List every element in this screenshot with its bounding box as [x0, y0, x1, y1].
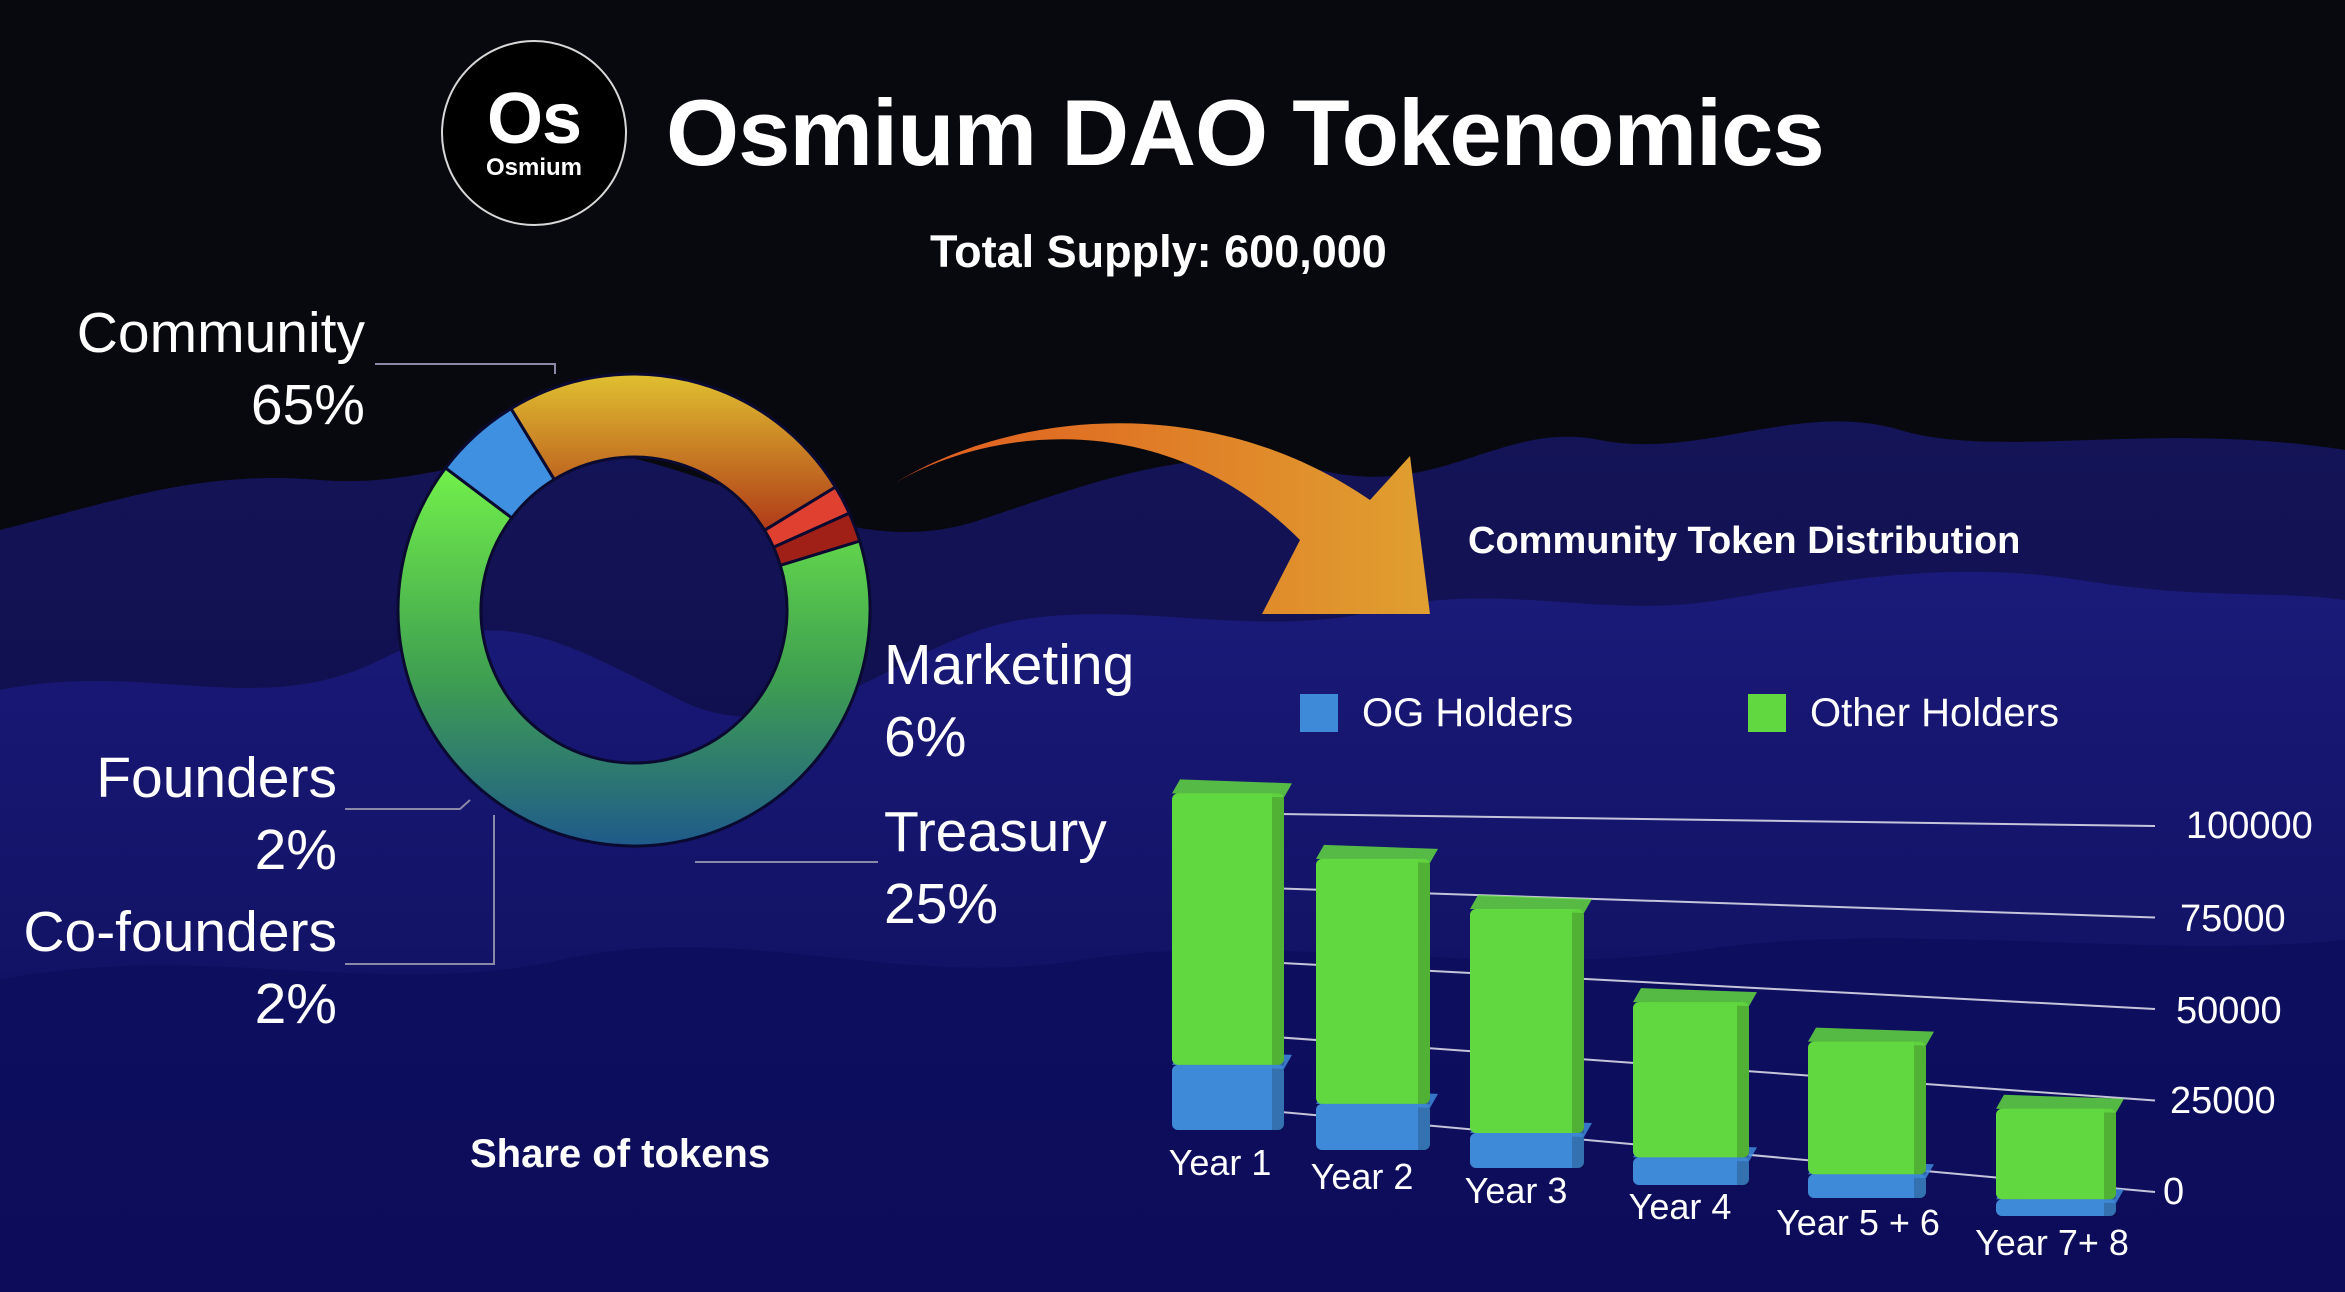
x-label-year-5-6: Year 5 + 6 — [1776, 1202, 1940, 1243]
bar-side-og-3 — [1737, 1157, 1749, 1185]
bar-other-4 — [1808, 1041, 1926, 1175]
page-title: Osmium DAO Tokenomics — [666, 80, 1825, 185]
donut-caption: Share of tokens — [470, 1132, 771, 1176]
leader-line-founders — [345, 799, 471, 810]
bar-top-other-2 — [1470, 895, 1592, 913]
legend-og-holders: OG Holders — [1300, 688, 1573, 738]
treasury-name: Treasury — [884, 800, 1107, 864]
y-tick-50000: 50000 — [2176, 990, 2282, 1032]
bar-side-other-0 — [1272, 793, 1284, 1065]
bar-other-1 — [1316, 858, 1430, 1104]
x-label-year-4: Year 4 — [1628, 1186, 1732, 1227]
bar-top-other-3 — [1633, 988, 1757, 1007]
y-tick-25000: 25000 — [2170, 1080, 2276, 1122]
bar-top-other-1 — [1316, 844, 1438, 863]
founders-value: 2% — [254, 818, 337, 882]
cofounders-label: Co-founders 2% — [23, 896, 337, 1040]
bar-other-2 — [1470, 909, 1584, 1133]
donut-slice-community — [396, 465, 872, 848]
osmium-logo: Os Osmium — [441, 40, 627, 226]
community-value: 65% — [250, 373, 365, 437]
bar-top-other-4 — [1808, 1027, 1934, 1046]
bar-side-og-2 — [1572, 1133, 1584, 1168]
marketing-name: Marketing — [884, 633, 1135, 697]
x-label-year-3: Year 3 — [1464, 1170, 1568, 1211]
logo-mark: Os — [486, 79, 582, 159]
treasury-label: Treasury 25% — [884, 796, 1107, 940]
bar-side-other-4 — [1914, 1041, 1926, 1175]
gridline-100000 — [1204, 812, 2156, 827]
y-tick-75000: 75000 — [2180, 898, 2286, 940]
bar-side-other-2 — [1572, 909, 1584, 1133]
bar-other-3 — [1633, 1002, 1749, 1158]
bar-og-4 — [1808, 1174, 1926, 1198]
founders-name: Founders — [96, 746, 337, 810]
marketing-value: 6% — [884, 705, 967, 769]
bar-side-og-0 — [1272, 1064, 1284, 1130]
founders-label: Founders 2% — [96, 742, 337, 886]
marketing-label: Marketing 6% — [884, 629, 1134, 773]
total-supply: Total Supply: 600,000 — [930, 226, 1387, 277]
legend-swatch-other — [1748, 694, 1786, 732]
x-label-year-1: Year 1 — [1168, 1142, 1272, 1183]
legend-other-holders: Other Holders — [1748, 688, 2059, 738]
leader-line-cofounders — [345, 815, 495, 965]
bar-other-0 — [1172, 793, 1284, 1065]
leader-line-community — [375, 363, 556, 374]
bar-top-other-0 — [1172, 779, 1292, 798]
bar-side-og-1 — [1418, 1103, 1430, 1150]
bar-og-1 — [1316, 1103, 1430, 1150]
donut-slice-founders — [771, 511, 862, 568]
y-tick-100000: 100000 — [2186, 805, 2313, 847]
bar-side-other-5 — [2104, 1108, 2116, 1200]
cofounders-name: Co-founders — [23, 900, 337, 964]
bar-side-other-3 — [1737, 1002, 1749, 1158]
x-label-year-7-8: Year 7+ 8 — [1975, 1222, 2129, 1263]
bar-side-other-1 — [1418, 858, 1430, 1104]
community-name: Community — [76, 301, 365, 365]
bar-chart-title: Community Token Distribution — [1468, 520, 2021, 562]
bar-top-other-5 — [1996, 1094, 2124, 1113]
cofounders-value: 2% — [254, 972, 337, 1036]
bar-og-5 — [1996, 1199, 2116, 1216]
donut-slice-treasury — [508, 372, 838, 533]
legend-label-other: Other Holders — [1810, 690, 2059, 735]
legend-label-og: OG Holders — [1362, 690, 1574, 735]
bar-other-5 — [1996, 1108, 2116, 1200]
treasury-value: 25% — [884, 872, 999, 936]
arrow-icon — [890, 423, 1430, 614]
legend-swatch-og — [1300, 694, 1338, 732]
logo-word: Osmium — [485, 154, 583, 181]
x-label-year-2: Year 2 — [1310, 1156, 1414, 1197]
community-label: Community 65% — [77, 297, 365, 441]
bar-og-3 — [1633, 1157, 1749, 1185]
bar-side-og-4 — [1914, 1174, 1926, 1198]
bar-side-og-5 — [2104, 1199, 2116, 1216]
bar-og-0 — [1172, 1064, 1284, 1130]
bar-og-2 — [1470, 1133, 1584, 1168]
y-tick-0: 0 — [2163, 1171, 2185, 1213]
